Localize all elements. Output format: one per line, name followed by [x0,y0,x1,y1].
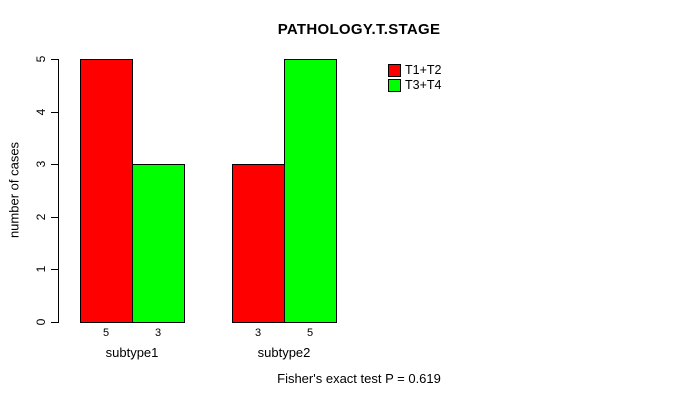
y-tick-label-0: 0 [34,318,48,326]
bar-subtype2-T3T4 [284,59,337,323]
legend-label-t1t2: T1+T2 [405,63,442,77]
x-group-label-subtype2: subtype2 [257,345,311,360]
y-tick-4 [51,111,58,113]
legend-label-t3t4: T3+T4 [405,78,442,92]
y-tick-label-4: 4 [34,108,48,115]
y-tick-label-3: 3 [34,160,48,168]
legend-swatch-green [388,79,401,92]
y-tick-label-5: 5 [34,55,48,63]
y-tick-3 [51,164,58,166]
bar-subtype1-T3T4 [132,164,185,323]
legend-item-t3t4: T3+T4 [388,78,441,93]
y-axis-line [58,59,59,323]
y-axis-label: number of cases [6,141,22,239]
chart-title: PATHOLOGY.T.STAGE [277,21,441,38]
legend: T1+T2 T3+T4 [388,63,441,93]
legend-item-t1t2: T1+T2 [388,63,441,78]
y-tick-2 [51,216,58,218]
y-tick-1 [51,269,58,271]
annotation-text: Fisher's exact test P = 0.619 [277,371,441,386]
y-tick-label-1: 1 [34,266,48,273]
bar-subtype1-T1T2 [80,59,133,323]
x-group-label-subtype1: subtype1 [105,345,159,360]
bar-count-label: 3 [254,327,262,339]
bar-count-label: 5 [306,327,314,339]
y-tick-label-2: 2 [34,213,48,221]
y-tick-0 [51,322,58,323]
bar-subtype2-T1T2 [232,164,285,323]
legend-swatch-red [388,64,401,77]
bar-count-label: 3 [154,327,162,339]
y-tick-5 [51,59,58,60]
bar-count-label: 5 [102,327,110,339]
